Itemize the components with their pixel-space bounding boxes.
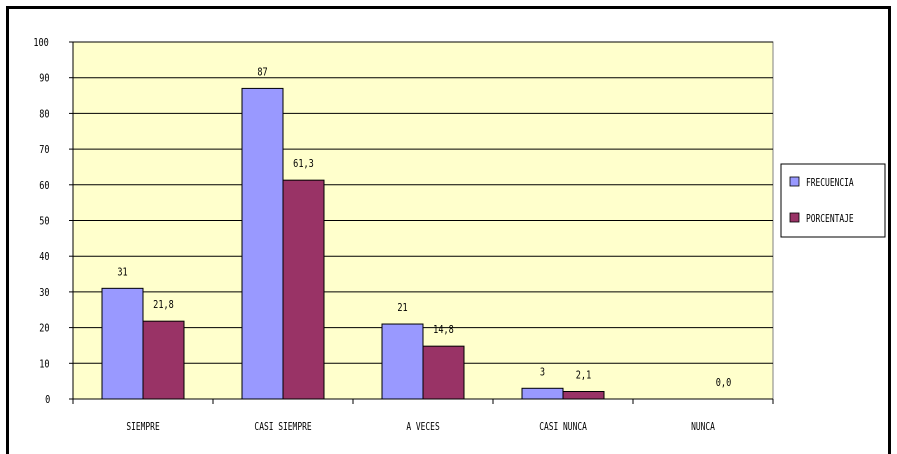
- y-tick-label: 100: [33, 37, 49, 49]
- y-tick-label: 20: [39, 323, 49, 335]
- bar-porcentaje-1: [282, 179, 325, 400]
- x-tick-label: CASI SIEMPRE: [254, 421, 311, 434]
- data-label: 2,1: [576, 370, 592, 382]
- bar-porcentaje-3: [562, 391, 605, 400]
- y-tick-label: 10: [39, 358, 49, 370]
- x-tick-label: CASI NUNCA: [539, 421, 587, 434]
- bar-frecuencia-0: [101, 287, 144, 400]
- data-label: 3: [540, 366, 545, 378]
- chart-frame: 0 10 20 30 40 50 60 70 80 90 100 31 21,8 87 61,3 21 14,…: [6, 6, 891, 454]
- legend: FRECUENCIA PORCENTAJE: [780, 163, 886, 238]
- y-axis: 0 10 20 30 40 50 60 70 80 90 100: [33, 37, 74, 406]
- data-label: 14,8: [433, 324, 454, 336]
- y-tick-label: 30: [39, 287, 49, 299]
- data-labels: 31 21,8 87 61,3 21 14,8 3 2,1 0,0: [117, 66, 731, 389]
- y-tick-label: 50: [39, 216, 49, 228]
- data-label: 0,0: [716, 377, 732, 389]
- bar-frecuencia-1: [241, 87, 284, 400]
- y-tick-label: 70: [39, 144, 49, 156]
- bar-porcentaje-0: [142, 320, 185, 400]
- bar-frecuencia-2: [381, 323, 424, 400]
- legend-label-frecuencia: FRECUENCIA: [806, 177, 854, 190]
- y-tick-label: 0: [45, 394, 50, 406]
- data-label: 87: [257, 66, 267, 78]
- legend-box: [780, 163, 886, 238]
- x-tick-label: A VECES: [406, 421, 440, 434]
- x-axis: SIEMPRE CASI SIEMPRE A VECES CASI NUNCA NUNC…: [72, 398, 774, 434]
- bar-porcentaje-2: [422, 345, 465, 400]
- data-label: 61,3: [293, 158, 314, 170]
- y-tick-label: 80: [39, 108, 49, 120]
- legend-label-porcentaje: PORCENTAJE: [806, 213, 854, 226]
- legend-swatch-frecuencia: [789, 176, 800, 187]
- bar-chart: 0 10 20 30 40 50 60 70 80 90 100 31 21,8 87 61,3 21 14,…: [33, 37, 886, 434]
- data-label: 21,8: [153, 299, 174, 311]
- y-tick-label: 60: [39, 180, 49, 192]
- legend-swatch-porcentaje: [789, 212, 800, 223]
- gridlines: [73, 41, 773, 364]
- y-tick-label: 90: [39, 73, 49, 85]
- x-tick-label: SIEMPRE: [126, 421, 160, 434]
- x-tick-label: NUNCA: [691, 421, 715, 434]
- bar-frecuencia-3: [521, 387, 564, 400]
- bars: [101, 87, 605, 400]
- data-label: 31: [117, 266, 127, 278]
- data-label: 21: [397, 302, 407, 314]
- y-tick-label: 40: [39, 251, 49, 263]
